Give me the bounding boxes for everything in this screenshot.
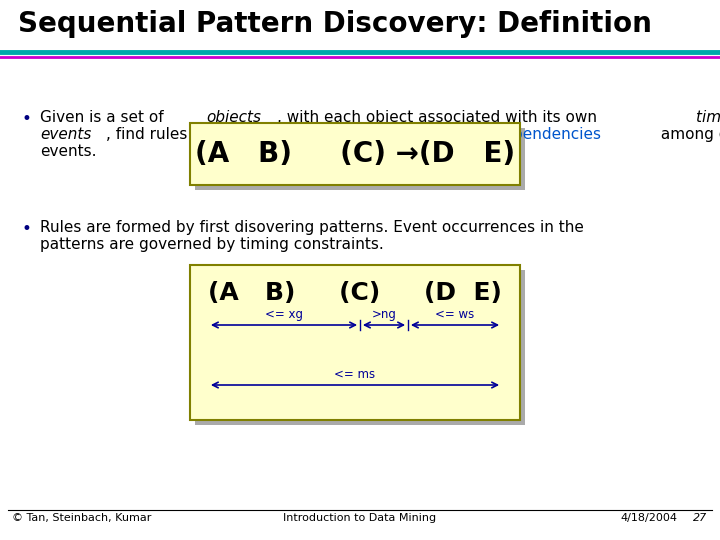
Text: 27: 27 xyxy=(693,513,707,523)
Text: among different: among different xyxy=(657,127,720,142)
Text: >ng: >ng xyxy=(372,308,397,321)
Text: Rules are formed by first disovering patterns. Event occurrences in the: Rules are formed by first disovering pat… xyxy=(40,220,584,235)
Text: , find rules that predict strong: , find rules that predict strong xyxy=(107,127,341,142)
Text: <= ws: <= ws xyxy=(436,308,474,321)
Text: Introduction to Data Mining: Introduction to Data Mining xyxy=(284,513,436,523)
Text: sequential dependencies: sequential dependencies xyxy=(409,127,600,142)
Bar xyxy=(190,123,520,185)
Text: © Tan, Steinbach, Kumar: © Tan, Steinbach, Kumar xyxy=(12,513,151,523)
Text: patterns are governed by timing constraints.: patterns are governed by timing constrai… xyxy=(40,237,384,252)
Text: <= xg: <= xg xyxy=(265,308,303,321)
Text: (A   B)     (C) →(D   E): (A B) (C) →(D E) xyxy=(195,140,515,168)
Text: , with each object associated with its own: , with each object associated with its o… xyxy=(276,110,602,125)
Text: events.: events. xyxy=(40,144,96,159)
Text: objects: objects xyxy=(206,110,261,125)
Text: •: • xyxy=(22,110,32,128)
Bar xyxy=(190,265,520,420)
Text: •: • xyxy=(22,220,32,238)
Text: events: events xyxy=(40,127,91,142)
Text: (A   B)     (C)     (D  E): (A B) (C) (D E) xyxy=(208,281,502,305)
Bar xyxy=(195,270,525,425)
Text: Given is a set of: Given is a set of xyxy=(40,110,168,125)
Bar xyxy=(195,128,525,190)
Text: timeline of: timeline of xyxy=(696,110,720,125)
Text: <= ms: <= ms xyxy=(334,368,376,381)
Text: Sequential Pattern Discovery: Definition: Sequential Pattern Discovery: Definition xyxy=(18,10,652,38)
Text: 4/18/2004: 4/18/2004 xyxy=(620,513,677,523)
